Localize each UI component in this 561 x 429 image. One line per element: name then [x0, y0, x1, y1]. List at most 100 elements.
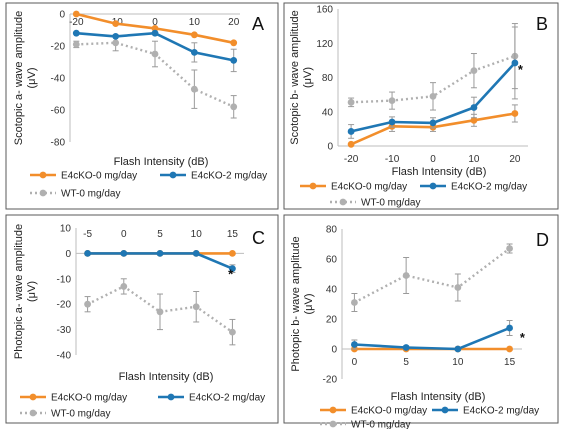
legend-swatch-marker: [329, 420, 337, 428]
panel-a: 0-20-40-60-80-20-1001020AFlash Intensity…: [5, 2, 279, 210]
series-e4cko-2-mg-day: [351, 320, 513, 353]
x-tick-label: 5: [403, 357, 409, 368]
data-point: [402, 344, 410, 351]
data-point: [151, 50, 159, 58]
series-line: [354, 326, 511, 351]
data-point: [192, 303, 200, 311]
x-tick-label: 10: [191, 229, 203, 240]
panel-letter: A: [252, 14, 264, 34]
y-tick-label: 0: [65, 249, 71, 260]
x-tick-label: 0: [152, 17, 158, 28]
data-point: [151, 29, 159, 37]
y-tick-label: 10: [60, 224, 72, 235]
legend-label: WT-0 mg/day: [61, 189, 120, 200]
data-point: [351, 299, 358, 306]
series-e4cko-2-mg-day: [72, 29, 238, 73]
y-tick-label: 120: [316, 39, 333, 50]
significance-marker: *: [518, 62, 524, 77]
data-point: [429, 92, 437, 100]
data-point: [190, 31, 198, 39]
x-tick-label: -10: [385, 154, 400, 165]
y-axis-title: Scotopic a- wave amplitude(μV): [13, 11, 38, 146]
legend-label: E4cKO-2 mg/day: [463, 406, 539, 417]
data-point: [112, 20, 120, 27]
data-point: [120, 283, 128, 290]
x-tick-label: 10: [189, 17, 201, 28]
data-point: [151, 25, 159, 32]
legend-label: E4cKO-0 mg/day: [331, 182, 407, 193]
y-tick-label: 80: [322, 73, 334, 84]
x-tick-label: 0: [430, 154, 436, 165]
legend-entry: E4cKO-0 mg/day: [30, 171, 137, 182]
data-point: [506, 345, 513, 353]
y-tick-label: -20: [51, 42, 66, 53]
legend-swatch-marker: [441, 406, 449, 414]
x-axis-title: Flash Intensity (dB): [119, 371, 214, 383]
y-tick-label: -60: [51, 106, 66, 117]
significance-marker: *: [228, 267, 234, 282]
data-point: [470, 116, 478, 124]
panel-letter: D: [536, 230, 549, 250]
data-point: [229, 265, 236, 273]
data-point: [506, 324, 513, 332]
data-point: [402, 272, 410, 279]
x-tick-label: 0: [352, 357, 358, 368]
legend-entry: E4cKO-0 mg/day: [320, 406, 427, 417]
data-point: [511, 59, 519, 67]
data-point: [347, 140, 355, 148]
y-tick-label: 40: [322, 107, 334, 118]
legend-swatch-marker: [339, 198, 347, 206]
data-point: [112, 39, 120, 47]
legend-swatch-marker: [329, 406, 337, 414]
panel-b: 0 40 80 120 160 -20 -10 0 10 20 * B Flash Intensity …: [283, 2, 559, 210]
x-tick-label: 20: [228, 17, 240, 28]
series-line: [87, 285, 234, 334]
data-point: [190, 85, 198, 93]
y-tick-label: 0: [331, 345, 337, 356]
x-axis-title: Flash Intensity (dB): [391, 391, 486, 403]
legend-swatch-marker: [167, 393, 175, 401]
data-point: [230, 103, 238, 111]
data-point: [429, 119, 437, 127]
legend-swatch-marker: [429, 182, 437, 190]
legend-label: WT-0 mg/day: [361, 198, 420, 209]
legend-label: E4cKO-2 mg/day: [191, 171, 267, 182]
legend-entry: WT-0 mg/day: [30, 189, 120, 200]
data-point: [506, 245, 513, 252]
data-point: [84, 300, 91, 308]
x-axis-title: Flash Intensity (dB): [114, 156, 209, 168]
legend-entry: E4cKO-2 mg/day: [160, 171, 267, 182]
y-tick-label: -20: [57, 300, 72, 311]
data-point: [120, 250, 128, 257]
data-point: [156, 250, 164, 257]
data-point: [72, 41, 80, 48]
panel-frame: [283, 2, 559, 210]
legend-entry: E4cKO-2 mg/day: [432, 406, 539, 417]
data-point: [454, 345, 462, 353]
series-wt-0-mg-day: [351, 243, 513, 312]
panel-letter: B: [536, 14, 548, 34]
legend-entry: WT-0 mg/day: [330, 198, 420, 209]
legend-label: WT-0 mg/day: [51, 409, 110, 420]
legend-entry: WT-0 mg/day: [20, 409, 110, 420]
y-tick-label: -20: [323, 375, 338, 386]
data-point: [156, 308, 164, 316]
legend-label: E4cKO-0 mg/day: [51, 393, 127, 404]
legend-swatch-marker: [39, 189, 47, 197]
data-point: [388, 97, 396, 105]
legend-entry: E4cKO-0 mg/day: [300, 182, 407, 193]
y-axis-title: Scotopic b- wave amplitude(μV): [289, 10, 314, 145]
data-point: [230, 57, 238, 64]
legend-swatch-marker: [29, 409, 37, 417]
data-point: [351, 341, 358, 348]
legend-label: E4cKO-0 mg/day: [61, 171, 137, 182]
data-point: [72, 10, 80, 18]
data-point: [470, 67, 478, 75]
y-tick-label: -40: [57, 351, 72, 362]
legend-swatch-marker: [39, 171, 47, 179]
y-tick-label: -10: [57, 274, 72, 285]
legend-label: WT-0 mg/day: [351, 420, 410, 429]
legend-entry: WT-0 mg/day: [320, 420, 410, 429]
x-tick-label: 0: [121, 229, 127, 240]
y-tick-label: 0: [327, 142, 333, 153]
